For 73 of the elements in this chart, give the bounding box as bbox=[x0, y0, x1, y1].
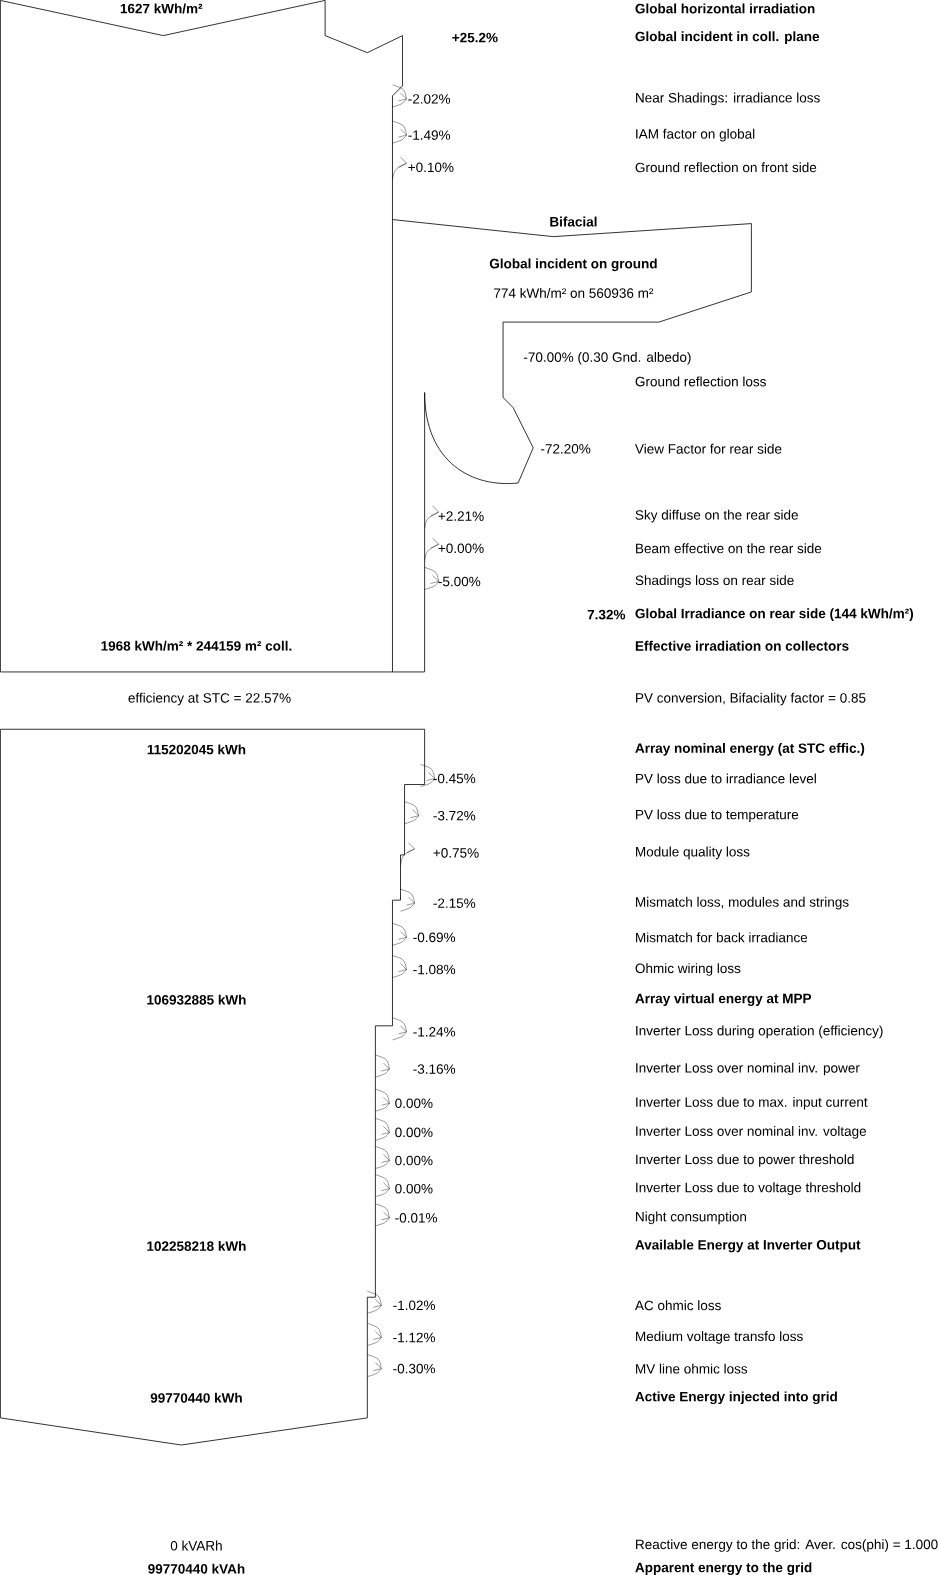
category-label: Near Shadings: irradiance loss bbox=[635, 92, 820, 106]
data-label: -0.69% bbox=[413, 932, 456, 943]
category-label: Night consumption bbox=[635, 1211, 746, 1225]
category-label: Ohmic wiring loss bbox=[635, 963, 741, 976]
category-label: Ground reflection on front side bbox=[635, 162, 817, 173]
data-label: 7.32% bbox=[587, 609, 626, 620]
data-label: 0.00% bbox=[395, 1098, 433, 1109]
data-label: 1627 kWh/m² bbox=[120, 3, 203, 14]
data-label: -72.20% bbox=[540, 443, 591, 454]
data-label: -2.15% bbox=[433, 898, 476, 908]
text: Global incident on ground bbox=[489, 258, 657, 272]
data-label: 0.00% bbox=[395, 1183, 433, 1194]
data-label: -1.12% bbox=[393, 1332, 435, 1343]
category-label: Available Energy at Inverter Output bbox=[635, 1239, 861, 1253]
category-label: Global Irradiance on rear side (144 kWh/m²) bbox=[635, 608, 913, 621]
category-label: Inverter Loss over nominal inv. power bbox=[636, 1062, 860, 1076]
data-label: efficiency at STC = 22.57% bbox=[128, 692, 291, 706]
category-label: Inverter Loss due to max. input current bbox=[636, 1096, 868, 1110]
category-label: Medium voltage transfo loss bbox=[635, 1331, 803, 1344]
category-label: PV loss due to irradiance level bbox=[635, 773, 816, 784]
data-label: 0 kVARh bbox=[170, 1540, 222, 1551]
data-label: 0.00% bbox=[395, 1127, 433, 1138]
category-label: Mismatch loss, modules and strings bbox=[635, 896, 849, 910]
data-label: 0.00% bbox=[395, 1155, 433, 1166]
category-label: PV conversion, Bifaciality factor = 0.85 bbox=[635, 692, 866, 706]
data-label: -2.02% bbox=[408, 94, 451, 104]
category-label: Shadings loss on rear side bbox=[635, 575, 794, 588]
category-label: Mismatch for back irradiance bbox=[635, 932, 808, 943]
text: Bifacial bbox=[550, 216, 597, 227]
data-label: -3.72% bbox=[433, 810, 476, 821]
category-label: Module quality loss bbox=[635, 846, 750, 860]
category-label: Global horizontal irradiation bbox=[635, 3, 815, 14]
category-label: View Factor for rear side bbox=[634, 443, 782, 454]
text: 774 kWh/m² on 560936 m² bbox=[493, 287, 654, 298]
data-label: -1.24% bbox=[413, 1027, 456, 1037]
category-label: Reactive energy to the grid: Aver. cos(phi) = 1.000 bbox=[635, 1539, 938, 1552]
category-label: Inverter Loss due to power threshold bbox=[636, 1154, 854, 1167]
category-label: Array nominal energy (at STC effic.) bbox=[635, 743, 865, 756]
data-label: 106932885 kWh bbox=[147, 994, 246, 1005]
data-label: -1.08% bbox=[413, 964, 456, 975]
category-label: PV loss due to temperature bbox=[635, 809, 799, 823]
category-label: AC ohmic loss bbox=[634, 1300, 721, 1311]
category-label: Global incident in coll. plane bbox=[635, 31, 819, 44]
category-label: Ground reflection loss bbox=[635, 376, 766, 387]
data-label: 1968 kWh/m² * 244159 m² coll. bbox=[101, 640, 292, 651]
data-label: +25.2% bbox=[452, 32, 498, 43]
data-label: +0.10% bbox=[408, 162, 454, 173]
data-label: +0.75% bbox=[433, 848, 479, 858]
data-label: -70.00% (0.30 Gnd. albedo) bbox=[523, 351, 691, 365]
category-label: Active Energy injected into grid bbox=[635, 1391, 837, 1405]
data-label: +2.21% bbox=[438, 511, 484, 521]
data-label: 115202045 kWh bbox=[147, 744, 246, 755]
data-label: -1.49% bbox=[408, 130, 451, 140]
data-label: -0.45% bbox=[433, 773, 476, 784]
category-label: Beam effective on the rear side bbox=[635, 543, 822, 554]
data-label: -1.02% bbox=[393, 1300, 435, 1311]
category-label: IAM factor on global bbox=[636, 128, 755, 142]
data-label: -0.01% bbox=[395, 1213, 437, 1223]
category-label: Array virtual energy at MPP bbox=[635, 993, 811, 1006]
category-label: Apparent energy to the grid bbox=[635, 1562, 812, 1575]
category-label: Inverter Loss during operation (efficiency) bbox=[636, 1025, 883, 1039]
data-label: +0.00% bbox=[438, 543, 484, 554]
category-label: Inverter Loss due to voltage threshold bbox=[636, 1182, 861, 1195]
category-label: Inverter Loss over nominal inv. voltage bbox=[636, 1126, 866, 1139]
data-label: -5.00% bbox=[438, 576, 481, 587]
category-label: Sky diffuse on the rear side bbox=[635, 509, 798, 523]
data-label: 102258218 kWh bbox=[147, 1241, 246, 1251]
category-label: Effective irradiation on collectors bbox=[635, 640, 849, 651]
data-label: -3.16% bbox=[413, 1064, 456, 1074]
category-label: MV line ohmic loss bbox=[635, 1363, 748, 1374]
data-label: 99770440 kWh bbox=[150, 1392, 242, 1403]
data-label: -0.30% bbox=[393, 1363, 435, 1374]
data-label: 99770440 kVAh bbox=[148, 1563, 245, 1574]
